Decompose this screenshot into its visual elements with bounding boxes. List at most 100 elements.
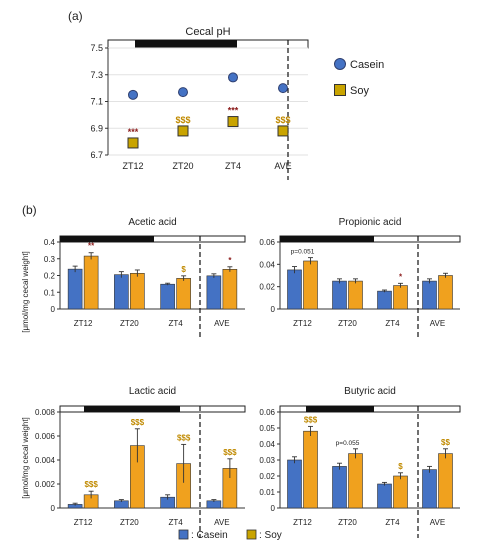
dark-phase-bar	[306, 406, 374, 412]
chart-title: Lactic acid	[129, 386, 176, 397]
legend-b-soy-label: : Soy	[259, 530, 282, 541]
chart-title: Propionic acid	[339, 217, 402, 228]
significance-label: ***	[128, 127, 139, 137]
soy-point	[177, 125, 189, 137]
soy-bar	[83, 255, 99, 310]
y-tick-label: 0.3	[44, 255, 56, 264]
soy-bar	[222, 269, 238, 310]
dark-phase-bar	[280, 236, 374, 242]
x-tick-label: ZT12	[293, 518, 312, 527]
x-tick-label: ZT20	[338, 319, 357, 328]
chart-title: Butyric acid	[344, 386, 396, 397]
x-tick-label: AVE	[214, 319, 229, 328]
significance-label: ***	[228, 106, 239, 116]
soy-bar	[176, 278, 191, 310]
soy-bar	[348, 280, 363, 310]
legend-casein-label: Casein	[350, 59, 384, 71]
soy-point	[127, 137, 139, 149]
casein-bar	[287, 459, 302, 509]
y-tick-label: 0.02	[259, 283, 275, 292]
y-tick-label: 0	[51, 305, 56, 314]
chart-title: Acetic acid	[128, 217, 176, 228]
soy-bar	[303, 260, 318, 310]
casein-point	[278, 83, 288, 94]
casein-bar	[160, 283, 175, 310]
y-tick-label: 7.3	[90, 70, 103, 80]
x-tick-label: ZT20	[120, 518, 139, 527]
ylabel-lactic: [μmol/mg cecal weight]	[21, 417, 30, 499]
legend-b-soy-swatch	[246, 529, 257, 540]
y-tick-label: 0.1	[44, 288, 56, 297]
significance-label: $$$	[275, 115, 290, 125]
y-tick-label: 0.03	[259, 456, 275, 465]
significance-label: p=0.055	[336, 440, 360, 447]
y-tick-label: 7.1	[90, 97, 103, 107]
ylabel-acetic: [μmol/mg cecal weight]	[21, 251, 30, 333]
dark-phase-bar	[60, 236, 154, 242]
y-tick-label: 0.002	[35, 480, 56, 489]
x-tick-label: ZT4	[225, 161, 241, 171]
dark-phase-bar	[84, 406, 180, 412]
x-tick-label: ZT20	[338, 518, 357, 527]
x-tick-label: ZT4	[169, 319, 184, 328]
significance-label: $$$	[223, 448, 237, 457]
x-tick-label: AVE	[430, 319, 445, 328]
y-tick-label: 6.9	[90, 123, 103, 133]
y-tick-label: 0.06	[259, 408, 275, 417]
y-tick-label: 0.006	[35, 432, 56, 441]
x-tick-label: ZT12	[74, 319, 93, 328]
y-tick-label: 0.01	[259, 488, 275, 497]
soy-bar	[438, 453, 453, 509]
chart-title: Cecal pH	[185, 26, 230, 38]
legend-b-casein-swatch	[178, 529, 189, 540]
casein-bar	[377, 483, 392, 509]
significance-label: *	[228, 256, 232, 265]
y-tick-label: 0.4	[44, 238, 56, 247]
panel-label-a: (a)	[68, 9, 83, 23]
significance-label: $$$	[131, 418, 145, 427]
legend-soy-label: Soy	[350, 85, 369, 97]
y-tick-label: 0.2	[44, 272, 56, 281]
chart-lactic-acid: Lactic acid 0 0.002 0.004 0.006 0.008 ZT12 ZT20…	[35, 386, 246, 538]
significance-label: $$$	[177, 433, 191, 442]
soy-bar	[130, 273, 145, 310]
soy-bar	[303, 430, 318, 509]
x-tick-label: AVE	[214, 518, 229, 527]
x-tick-label: ZT20	[172, 161, 193, 171]
significance-label: $	[181, 265, 186, 274]
y-tick-label: 0.008	[35, 408, 56, 417]
casein-bar	[422, 280, 437, 310]
significance-label: **	[88, 242, 95, 251]
chart-propionic-acid: Propionic acid 0 0.02 0.04 0.06 ZT12 ZT20 ZT4 AV…	[259, 217, 461, 339]
y-tick-label: 0.06	[259, 238, 275, 247]
x-tick-label: ZT12	[122, 161, 143, 171]
y-tick-label: 0	[51, 504, 56, 513]
panel-label-b: (b)	[22, 203, 37, 217]
legend-b-casein-label: : Casein	[191, 530, 228, 541]
casein-bar	[114, 274, 129, 310]
significance-label: p=0.051	[291, 249, 315, 256]
x-tick-label: AVE	[274, 161, 291, 171]
y-tick-label: 0	[271, 504, 276, 513]
y-tick-label: 0.004	[35, 456, 56, 465]
x-tick-label: ZT12	[74, 518, 93, 527]
dark-phase-bar	[135, 40, 237, 48]
soy-bar	[393, 475, 408, 509]
soy-bar	[438, 275, 453, 310]
y-tick-label: 7.5	[90, 43, 103, 53]
y-tick-label: 0.05	[259, 424, 275, 433]
casein-bar	[422, 469, 437, 509]
x-tick-label: AVE	[430, 518, 445, 527]
casein-bar	[377, 290, 392, 310]
chart-cecal-ph: Cecal pH 6.7 6.9 7.1 7.3 7.5 ZT12 ZT20 ZT4 AVE ***…	[90, 26, 309, 180]
casein-bar	[332, 466, 347, 509]
y-tick-label: 0.04	[259, 440, 275, 449]
soy-point	[277, 125, 289, 137]
significance-label: $	[398, 462, 403, 471]
x-tick-label: ZT4	[169, 518, 184, 527]
significance-label: $$$	[84, 480, 98, 489]
y-tick-label: 0	[271, 305, 276, 314]
significance-label: $$	[441, 438, 450, 447]
y-tick-label: 0.02	[259, 472, 275, 481]
